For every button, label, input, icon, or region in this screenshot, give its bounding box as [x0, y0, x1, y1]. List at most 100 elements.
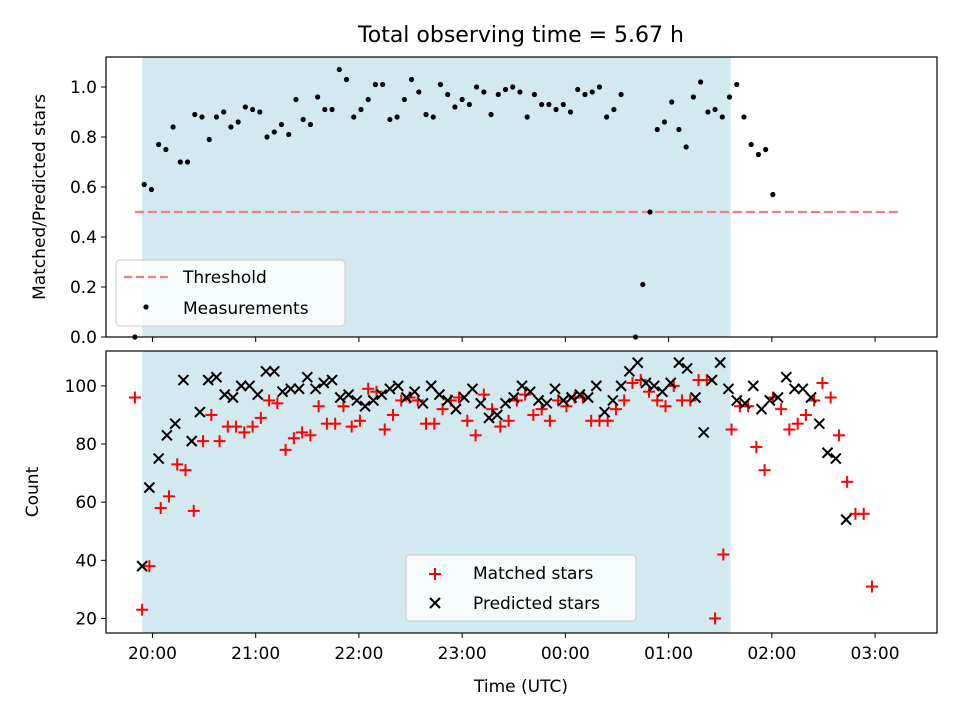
- predicted-star-point: [143, 481, 156, 494]
- measurement-point: [430, 114, 436, 120]
- predicted-star-point: [840, 513, 852, 526]
- measurement-point: [213, 114, 220, 120]
- matched-star-point: [816, 376, 829, 389]
- predicted-star-point: [450, 403, 462, 415]
- predicted-star-point: [293, 383, 305, 395]
- matched-star-point: [469, 429, 482, 442]
- matched-star-point: [213, 435, 226, 448]
- top-axes-frame: [105, 56, 938, 338]
- matched-star-point: [684, 394, 697, 407]
- predicted-star-point: [235, 380, 247, 392]
- predicted-star-point: [334, 391, 347, 404]
- predicted-star-point: [243, 380, 256, 392]
- predicted-star-point: [276, 385, 289, 398]
- measurement-point: [343, 76, 350, 83]
- measurement-point: [307, 121, 313, 128]
- matched-star-point: [461, 414, 474, 427]
- measurement-point: [582, 91, 588, 98]
- matched-star-point: [329, 417, 342, 430]
- measurement-point: [221, 109, 227, 115]
- measurement-point: [423, 111, 429, 118]
- measurement-point: [654, 126, 660, 133]
- measurement-point: [170, 124, 176, 130]
- measurement-point: [502, 86, 509, 93]
- measurement-point: [683, 144, 689, 150]
- predicted-star-point: [499, 397, 512, 410]
- measurement-point: [235, 119, 241, 125]
- y-tick-label: 0.0: [70, 328, 97, 348]
- measurement-point: [156, 141, 162, 148]
- bottom-y-axis-label: Count: [23, 466, 43, 517]
- predicted-star-point: [524, 385, 536, 398]
- predicted-star-point: [764, 394, 776, 407]
- measurement-point: [372, 81, 379, 88]
- bottom-series-marks: [128, 356, 878, 625]
- top-series-marks: [132, 66, 901, 340]
- predicted-star-point: [574, 388, 586, 401]
- top-legend-box: [115, 259, 346, 327]
- measurement-point: [466, 101, 472, 108]
- measurement-point: [380, 81, 386, 88]
- predicted-star-point: [342, 388, 355, 401]
- measurement-point: [365, 96, 371, 103]
- predicted-star-point: [433, 388, 446, 401]
- matched-star-point: [197, 435, 210, 448]
- top-y-axis: 0.0 0.2 0.4 0.6 0.8 1.0: [70, 78, 106, 348]
- y-tick-label: 60: [75, 493, 97, 513]
- matched-star-point: [386, 408, 399, 421]
- matched-star-point: [171, 458, 184, 471]
- matched-star-point: [758, 464, 771, 477]
- measurement-point: [705, 109, 711, 115]
- measurement-point: [560, 101, 566, 108]
- predicted-star-point: [681, 362, 693, 375]
- predicted-star-point: [615, 380, 627, 392]
- matched-star-point: [642, 385, 655, 398]
- predicted-star-point: [425, 380, 437, 392]
- predicted-star-point: [590, 380, 603, 392]
- predicted-star-point: [772, 391, 784, 404]
- measurement-point: [524, 114, 530, 120]
- predicted-star-point: [631, 356, 644, 369]
- measurement-point: [726, 94, 733, 100]
- measurement-point: [141, 181, 147, 188]
- measurement-point: [257, 109, 263, 115]
- predicted-star-point: [755, 403, 768, 415]
- matched-star-point: [254, 411, 267, 424]
- predicted-star-point: [185, 435, 198, 447]
- predicted-star-point: [648, 380, 660, 392]
- bottom-axes-frame: [105, 350, 938, 634]
- measurement-point: [322, 106, 328, 113]
- top-panel: 0.0 0.2 0.4 0.6 0.8 1.0 Matched/Predicted sta…: [30, 56, 938, 348]
- matched-star-point: [791, 417, 804, 430]
- matched-star-point: [486, 403, 499, 416]
- measurement-point: [481, 89, 487, 95]
- measurement-point: [539, 101, 545, 108]
- predicted-star-point: [557, 394, 570, 407]
- predicted-star-point: [210, 371, 223, 383]
- measurement-point: [336, 66, 342, 73]
- predicted-star-point: [821, 447, 834, 459]
- matched-star-point: [370, 385, 383, 398]
- matched-star-point: [287, 432, 300, 445]
- predicted-star-point: [623, 365, 636, 378]
- y-tick-label: 0.2: [70, 278, 97, 298]
- measurement-point: [741, 114, 747, 120]
- predicted-star-point: [136, 560, 148, 572]
- predicted-star-point: [301, 371, 314, 383]
- measurement-point: [387, 116, 393, 123]
- measurement-point: [177, 159, 183, 165]
- predicted-star-point: [375, 388, 388, 401]
- predicted-star-point: [813, 417, 826, 430]
- measurement-point: [712, 106, 718, 113]
- matched-star-point: [362, 382, 375, 395]
- y-tick-label: 40: [75, 551, 97, 571]
- bottom-x-axis-label: Time (UTC): [473, 677, 568, 697]
- matched-star-point: [279, 443, 292, 456]
- matched-star-point: [154, 501, 167, 514]
- matched-star-point: [659, 400, 672, 413]
- matched-star-point: [725, 423, 738, 436]
- matched-star-point: [618, 394, 631, 407]
- bottom-legend-box: [405, 554, 637, 622]
- predicted-star-point: [788, 383, 801, 395]
- measurement-point: [394, 114, 400, 120]
